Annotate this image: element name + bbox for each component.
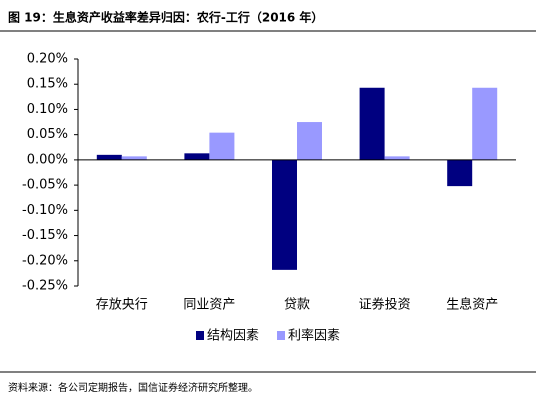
- y-tick-label: -0.20%: [22, 253, 68, 268]
- y-tick-label: 0.00%: [27, 152, 68, 167]
- x-tick-label: 存放央行: [96, 298, 148, 313]
- y-tick-label: -0.15%: [22, 228, 68, 243]
- bar: [472, 87, 498, 160]
- bar: [184, 153, 210, 160]
- source: 资料来源：各公司定期报告，国信证券经济研究所整理。: [8, 381, 258, 394]
- legend-swatch: [196, 331, 204, 340]
- x-tick-label: 生息资产: [446, 297, 498, 313]
- y-tick-label: 0.05%: [27, 127, 68, 142]
- legend-swatch: [277, 331, 286, 340]
- y-tick-label: 0.15%: [27, 77, 68, 92]
- x-tick-label: 证券投资: [359, 297, 411, 313]
- y-tick-label: -0.05%: [22, 178, 68, 193]
- x-tick-label: 贷款: [284, 298, 310, 313]
- bar: [209, 132, 235, 160]
- bar: [359, 87, 385, 160]
- bar: [272, 159, 297, 270]
- chart-title: 图 19：生息资产收益率差异归因：农行-工行（2016 年）: [8, 10, 323, 25]
- bar: [297, 122, 322, 160]
- y-tick-label: 0.10%: [27, 102, 68, 117]
- legend-label: 结构因素: [207, 329, 259, 344]
- legend-label: 利率因素: [288, 328, 340, 344]
- bar: [121, 156, 147, 160]
- bar: [96, 154, 122, 160]
- y-tick-label: -0.25%: [22, 279, 68, 294]
- y-tick-label: 0.20%: [27, 52, 68, 67]
- y-tick-label: -0.10%: [22, 203, 68, 218]
- x-tick-label: 同业资产: [183, 298, 235, 313]
- bar: [384, 156, 410, 160]
- bar: [447, 159, 473, 187]
